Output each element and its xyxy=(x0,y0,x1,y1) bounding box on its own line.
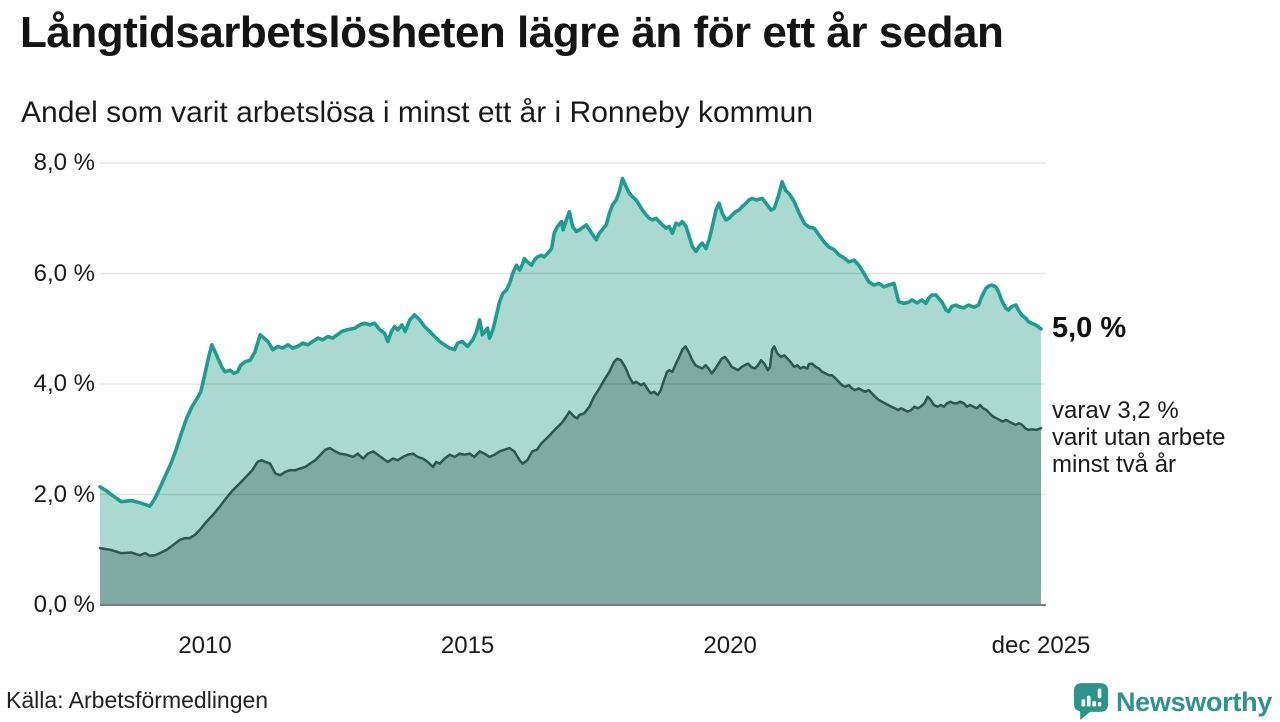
secondary-series-label: varav 3,2 % varit utan arbete minst två … xyxy=(1052,397,1225,478)
primary-series-line xyxy=(98,176,1043,508)
secondary-series-label-line3: minst två år xyxy=(1052,451,1177,478)
secondary-series-line xyxy=(98,345,1043,558)
secondary-area-fill xyxy=(100,346,1041,605)
newsworthy-pin-icon xyxy=(1073,683,1109,720)
newsworthy-logo: Newsworthy xyxy=(1073,683,1272,721)
secondary-series-label-line2: varit utan arbete xyxy=(1052,424,1226,451)
y-tick-label: 4,0 % xyxy=(33,370,95,397)
y-tick-label: 0,0 % xyxy=(33,591,95,618)
secondary-series-label-line1: varav 3,2 % xyxy=(1052,397,1179,424)
y-tick-label: 6,0 % xyxy=(33,259,95,287)
chart-subtitle: Andel som varit arbetslösa i minst ett å… xyxy=(21,96,813,129)
latest-value-label: 5,0 % xyxy=(1052,312,1127,344)
x-tick-label: 2020 xyxy=(703,632,757,659)
x-tick-label: 2010 xyxy=(178,632,232,659)
source-note: Källa: Arbetsförmedlingen xyxy=(6,687,269,713)
newsworthy-wordmark: Newsworthy xyxy=(1115,686,1272,717)
y-tick-label: 8,0 % xyxy=(33,149,95,176)
x-tick-label: 2015 xyxy=(440,632,495,659)
x-tick-label: dec 2025 xyxy=(991,632,1091,659)
y-tick-label: 2,0 % xyxy=(33,480,95,508)
page-title: Långtidsarbetslösheten lägre än för ett … xyxy=(20,8,1004,57)
